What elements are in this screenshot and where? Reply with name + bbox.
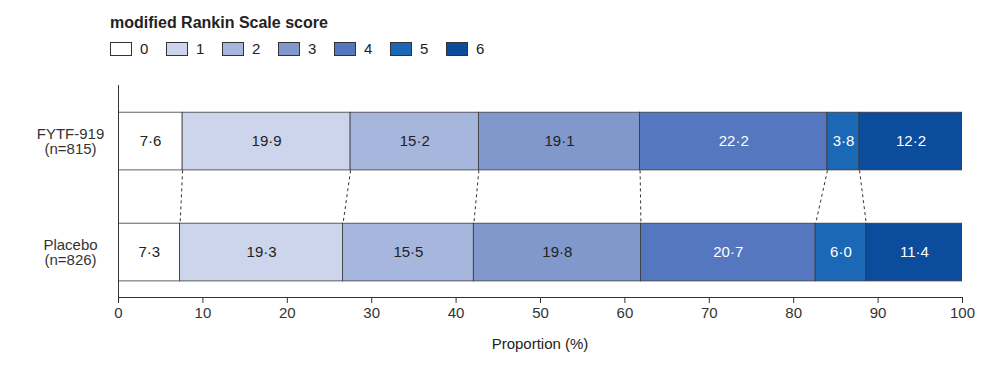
svg-text:19·3: 19·3	[247, 243, 277, 260]
html-text:5: 5	[420, 40, 429, 57]
html-text:Proportion (%): Proportion (%)	[491, 335, 589, 352]
html-text:1: 1	[196, 40, 205, 57]
svg-text:10: 10	[195, 304, 212, 321]
svg-text:7·3: 7·3	[138, 243, 160, 260]
svg-text:19·8: 19·8	[542, 243, 572, 260]
html-text:4: 4	[364, 40, 373, 57]
svg-text:15·2: 15·2	[400, 132, 430, 149]
html-text:6: 6	[476, 40, 485, 57]
svg-text:19·1: 19·1	[544, 132, 574, 149]
svg-text:20·7: 20·7	[713, 243, 743, 260]
svg-text:50: 50	[532, 304, 549, 321]
svg-text:30: 30	[363, 304, 380, 321]
html-text:0: 0	[140, 40, 149, 57]
svg-text:0: 0	[114, 304, 122, 321]
svg-text:70: 70	[701, 304, 718, 321]
svg-text:11·4: 11·4	[900, 243, 929, 260]
svg-text:7·6: 7·6	[140, 132, 162, 149]
svg-text:19·9: 19·9	[252, 132, 282, 149]
svg-text:80: 80	[785, 304, 802, 321]
svg-text:20: 20	[279, 304, 296, 321]
svg-text:6·0: 6·0	[830, 243, 852, 260]
svg-text:40: 40	[448, 304, 465, 321]
svg-text:100: 100	[950, 304, 975, 321]
svg-text:FYTF-919(n=815): FYTF-919(n=815)	[37, 125, 105, 157]
svg-text:22·2: 22·2	[719, 132, 749, 149]
html-text:modified Rankin Scale score: modified Rankin Scale score	[110, 14, 328, 31]
html-text:3: 3	[308, 40, 317, 57]
svg-text:3·8: 3·8	[833, 132, 855, 149]
svg-text:15·5: 15·5	[393, 243, 423, 260]
svg-text:90: 90	[870, 304, 887, 321]
svg-text:12·2: 12·2	[896, 132, 926, 149]
svg-text:60: 60	[617, 304, 634, 321]
svg-text:Placebo(n=826): Placebo(n=826)	[43, 236, 97, 268]
html-text:2: 2	[252, 40, 261, 57]
